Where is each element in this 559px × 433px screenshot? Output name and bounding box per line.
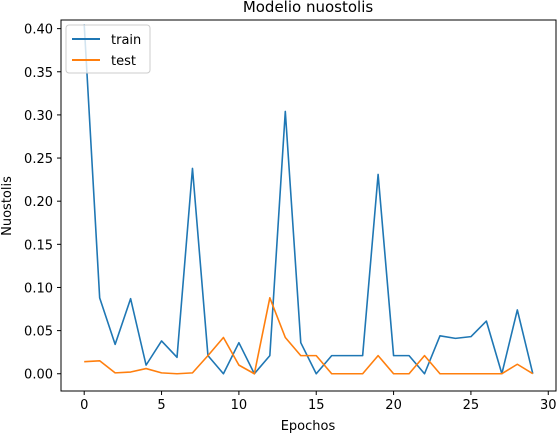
x-tick-label: 5 [157,398,165,413]
series-line-test [84,297,534,375]
y-tick-label: 0.10 [24,281,53,296]
y-tick-label: 0.00 [24,368,53,383]
y-tick-label: 0.25 [24,152,53,167]
legend-label-test: test [111,54,136,69]
legend-label-train: train [111,33,141,48]
x-tick-label: 0 [80,398,88,413]
series-layer [83,24,534,375]
y-tick-label: 0.15 [24,238,53,253]
series-line-train [83,24,534,375]
y-tick-label: 0.40 [24,23,53,38]
y-axis-label: Nuostolis [0,176,15,236]
x-tick-label: 25 [463,398,480,413]
legend: train test [65,24,151,74]
x-tick-label: 10 [231,398,248,413]
x-tick-label: 20 [385,398,402,413]
x-axis-label: Epochos [281,419,336,433]
y-tick-label: 0.35 [24,66,53,81]
ticks-layer: 0 5 10 15 20 25 30 0.00 0.05 0.10 0.15 0.20 0.25 0.30… [24,23,556,413]
plot-frame [60,19,557,392]
x-tick-label: 30 [540,398,557,413]
y-tick-label: 0.05 [24,325,53,340]
y-tick-label: 0.20 [24,195,53,210]
x-tick-label: 15 [308,398,325,413]
y-tick-label: 0.30 [24,109,53,124]
chart-title: Modelio nuostolis [243,0,374,16]
